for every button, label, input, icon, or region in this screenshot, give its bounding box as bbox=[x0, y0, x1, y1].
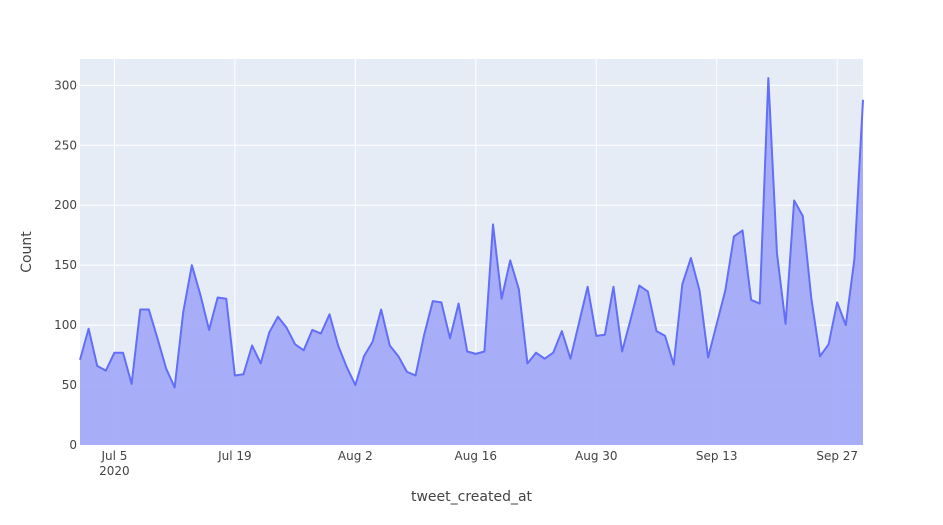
x-tick-label: Sep 27 bbox=[816, 449, 858, 463]
x-tick-label: Aug 30 bbox=[575, 449, 618, 463]
x-axis-title: tweet_created_at bbox=[411, 489, 533, 505]
y-axis-title: Count bbox=[19, 231, 35, 273]
x-tick-label: Sep 13 bbox=[696, 449, 738, 463]
x-tick-label: Jul 19 bbox=[217, 449, 252, 463]
y-tick-label: 200 bbox=[54, 198, 77, 212]
y-tick-label: 250 bbox=[54, 138, 77, 152]
x-tick-label: Aug 2 bbox=[338, 449, 373, 463]
area-fill bbox=[80, 78, 863, 446]
y-tick-label: 150 bbox=[54, 258, 77, 272]
y-tick-label: 100 bbox=[54, 318, 77, 332]
y-tick-label: 300 bbox=[54, 78, 77, 92]
x-tick-label: Aug 16 bbox=[455, 449, 498, 463]
y-tick-label: 50 bbox=[62, 378, 77, 392]
x-tick-label: Jul 5 bbox=[100, 449, 127, 463]
x-tick-year-label: 2020 bbox=[99, 464, 130, 478]
series-line bbox=[79, 77, 864, 389]
y-tick-labels: 0 50 100 150 200 250 300 bbox=[54, 78, 77, 452]
y-tick-label: 0 bbox=[69, 438, 77, 452]
